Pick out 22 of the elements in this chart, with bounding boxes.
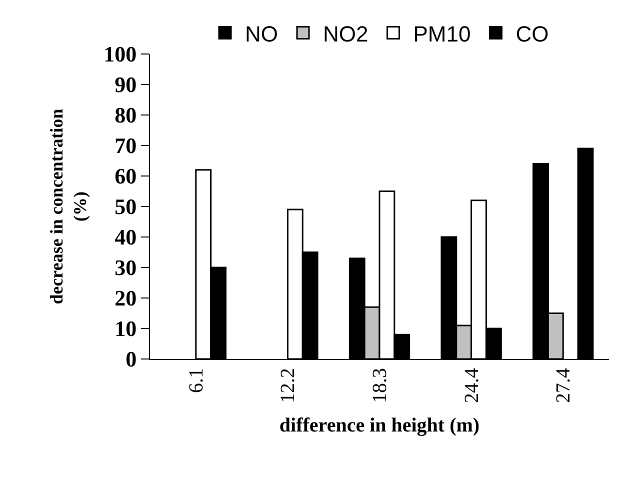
y-tick-label: 50 <box>114 194 137 220</box>
x-tick-label: 6.1 <box>185 368 208 393</box>
x-tick-label: 18.3 <box>369 368 391 403</box>
x-tick-label: 12.2 <box>277 368 300 403</box>
y-axis-title: decrease in concentration (%) <box>46 108 90 304</box>
x-tick-label: 24.4 <box>460 368 483 403</box>
y-tick-label: 10 <box>114 316 137 342</box>
x-tick-label: 27.4 <box>552 368 575 403</box>
legend-label: CO <box>516 21 549 46</box>
y-tick-label: 40 <box>114 224 137 250</box>
y-tick-label: 20 <box>114 286 137 311</box>
y-tick-label: 70 <box>114 133 137 158</box>
y-tick-label: 80 <box>114 102 137 128</box>
y-tick-label: 0 <box>126 346 137 372</box>
legend-label: NO2 <box>323 21 368 46</box>
y-tick-label: 30 <box>114 255 137 280</box>
legend-label: PM10 <box>413 21 471 46</box>
y-tick-label: 100 <box>104 42 137 67</box>
x-axis-title: difference in height (m) <box>279 414 480 436</box>
legend-label: NO <box>245 21 278 46</box>
y-tick-label: 60 <box>114 164 137 189</box>
y-tick-label: 90 <box>114 72 137 98</box>
